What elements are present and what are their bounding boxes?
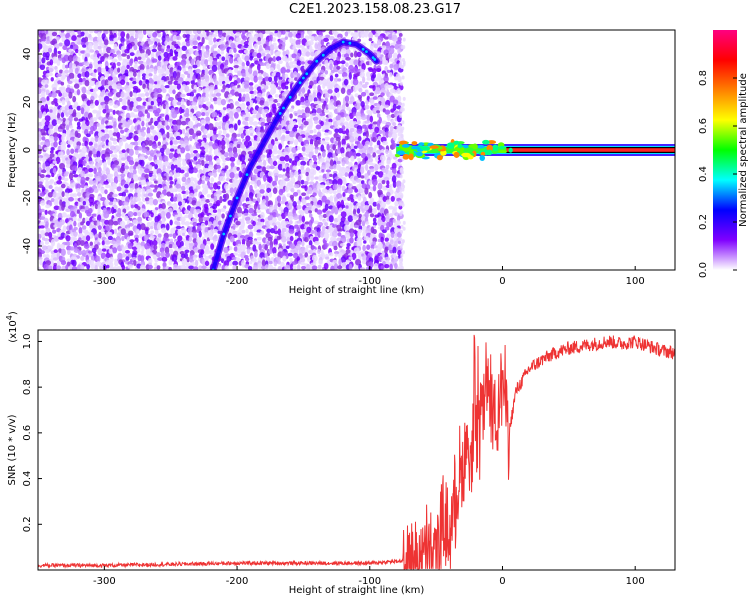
- colorbar-tick-label: 0.2: [698, 214, 709, 230]
- x-tick-label: -200: [226, 576, 249, 587]
- noise-field: [38, 30, 406, 270]
- y-scale-label: (x104): [5, 311, 19, 343]
- x-tick-label: -300: [93, 276, 116, 287]
- x-tick-label: -100: [358, 276, 381, 287]
- snr-panel: -300 -200 -100 0 100 0.2 0.4 0.6 0.8 1.0 Height of…: [5, 311, 676, 596]
- y-tick-label: 0.4: [22, 471, 33, 487]
- colorbar-label: Normalized spectral amplitude: [738, 73, 749, 227]
- x-axis-label: Height of straight line (km): [289, 585, 425, 596]
- x-tick-label: 0: [499, 276, 505, 287]
- x-tick-label: 0: [499, 576, 505, 587]
- y-tick-label: 0.8: [22, 379, 33, 395]
- y-tick-label: 40: [22, 48, 33, 61]
- x-axis-label: Height of straight line (km): [289, 285, 425, 296]
- y-axis-label: Frequency (Hz): [7, 112, 18, 188]
- bottom-plot-frame: [37, 329, 676, 571]
- spectrogram-plot-area: [38, 30, 675, 270]
- colorbar-tick-label: 0.6: [698, 118, 709, 134]
- y-axis-label: SNR (10 * v/v): [7, 414, 18, 485]
- y-tick-label: -40: [22, 238, 33, 254]
- colorbar-tick-label: 0.0: [698, 262, 709, 278]
- y-tick-label: 0.2: [22, 516, 33, 532]
- colorbar-gradient: [713, 30, 737, 270]
- x-tick-label: -300: [93, 576, 116, 587]
- x-tick-label: -200: [226, 276, 249, 287]
- colorbar-tick-label: 0.4: [698, 166, 709, 182]
- chart-title: C2E1.2023.158.08.23.G17: [288, 2, 462, 17]
- x-tick-label: -100: [358, 576, 381, 587]
- carrier-line: [394, 138, 675, 162]
- y-tick-label: -20: [22, 190, 33, 206]
- snr-plot-area: [38, 334, 675, 570]
- y-tick-label: 20: [22, 96, 33, 109]
- colorbar: 0.0 0.2 0.4 0.6 0.8 Normalized spectral ampli…: [698, 30, 749, 278]
- x-tick-label: 100: [626, 576, 645, 587]
- snr-line: [38, 334, 675, 570]
- x-tick-label: 100: [626, 276, 645, 287]
- y-tick-label: 0.6: [22, 425, 33, 441]
- y-tick-label: 1.0: [22, 333, 33, 349]
- y-tick-label: 0: [22, 147, 33, 153]
- colorbar-tick-label: 0.8: [698, 70, 709, 86]
